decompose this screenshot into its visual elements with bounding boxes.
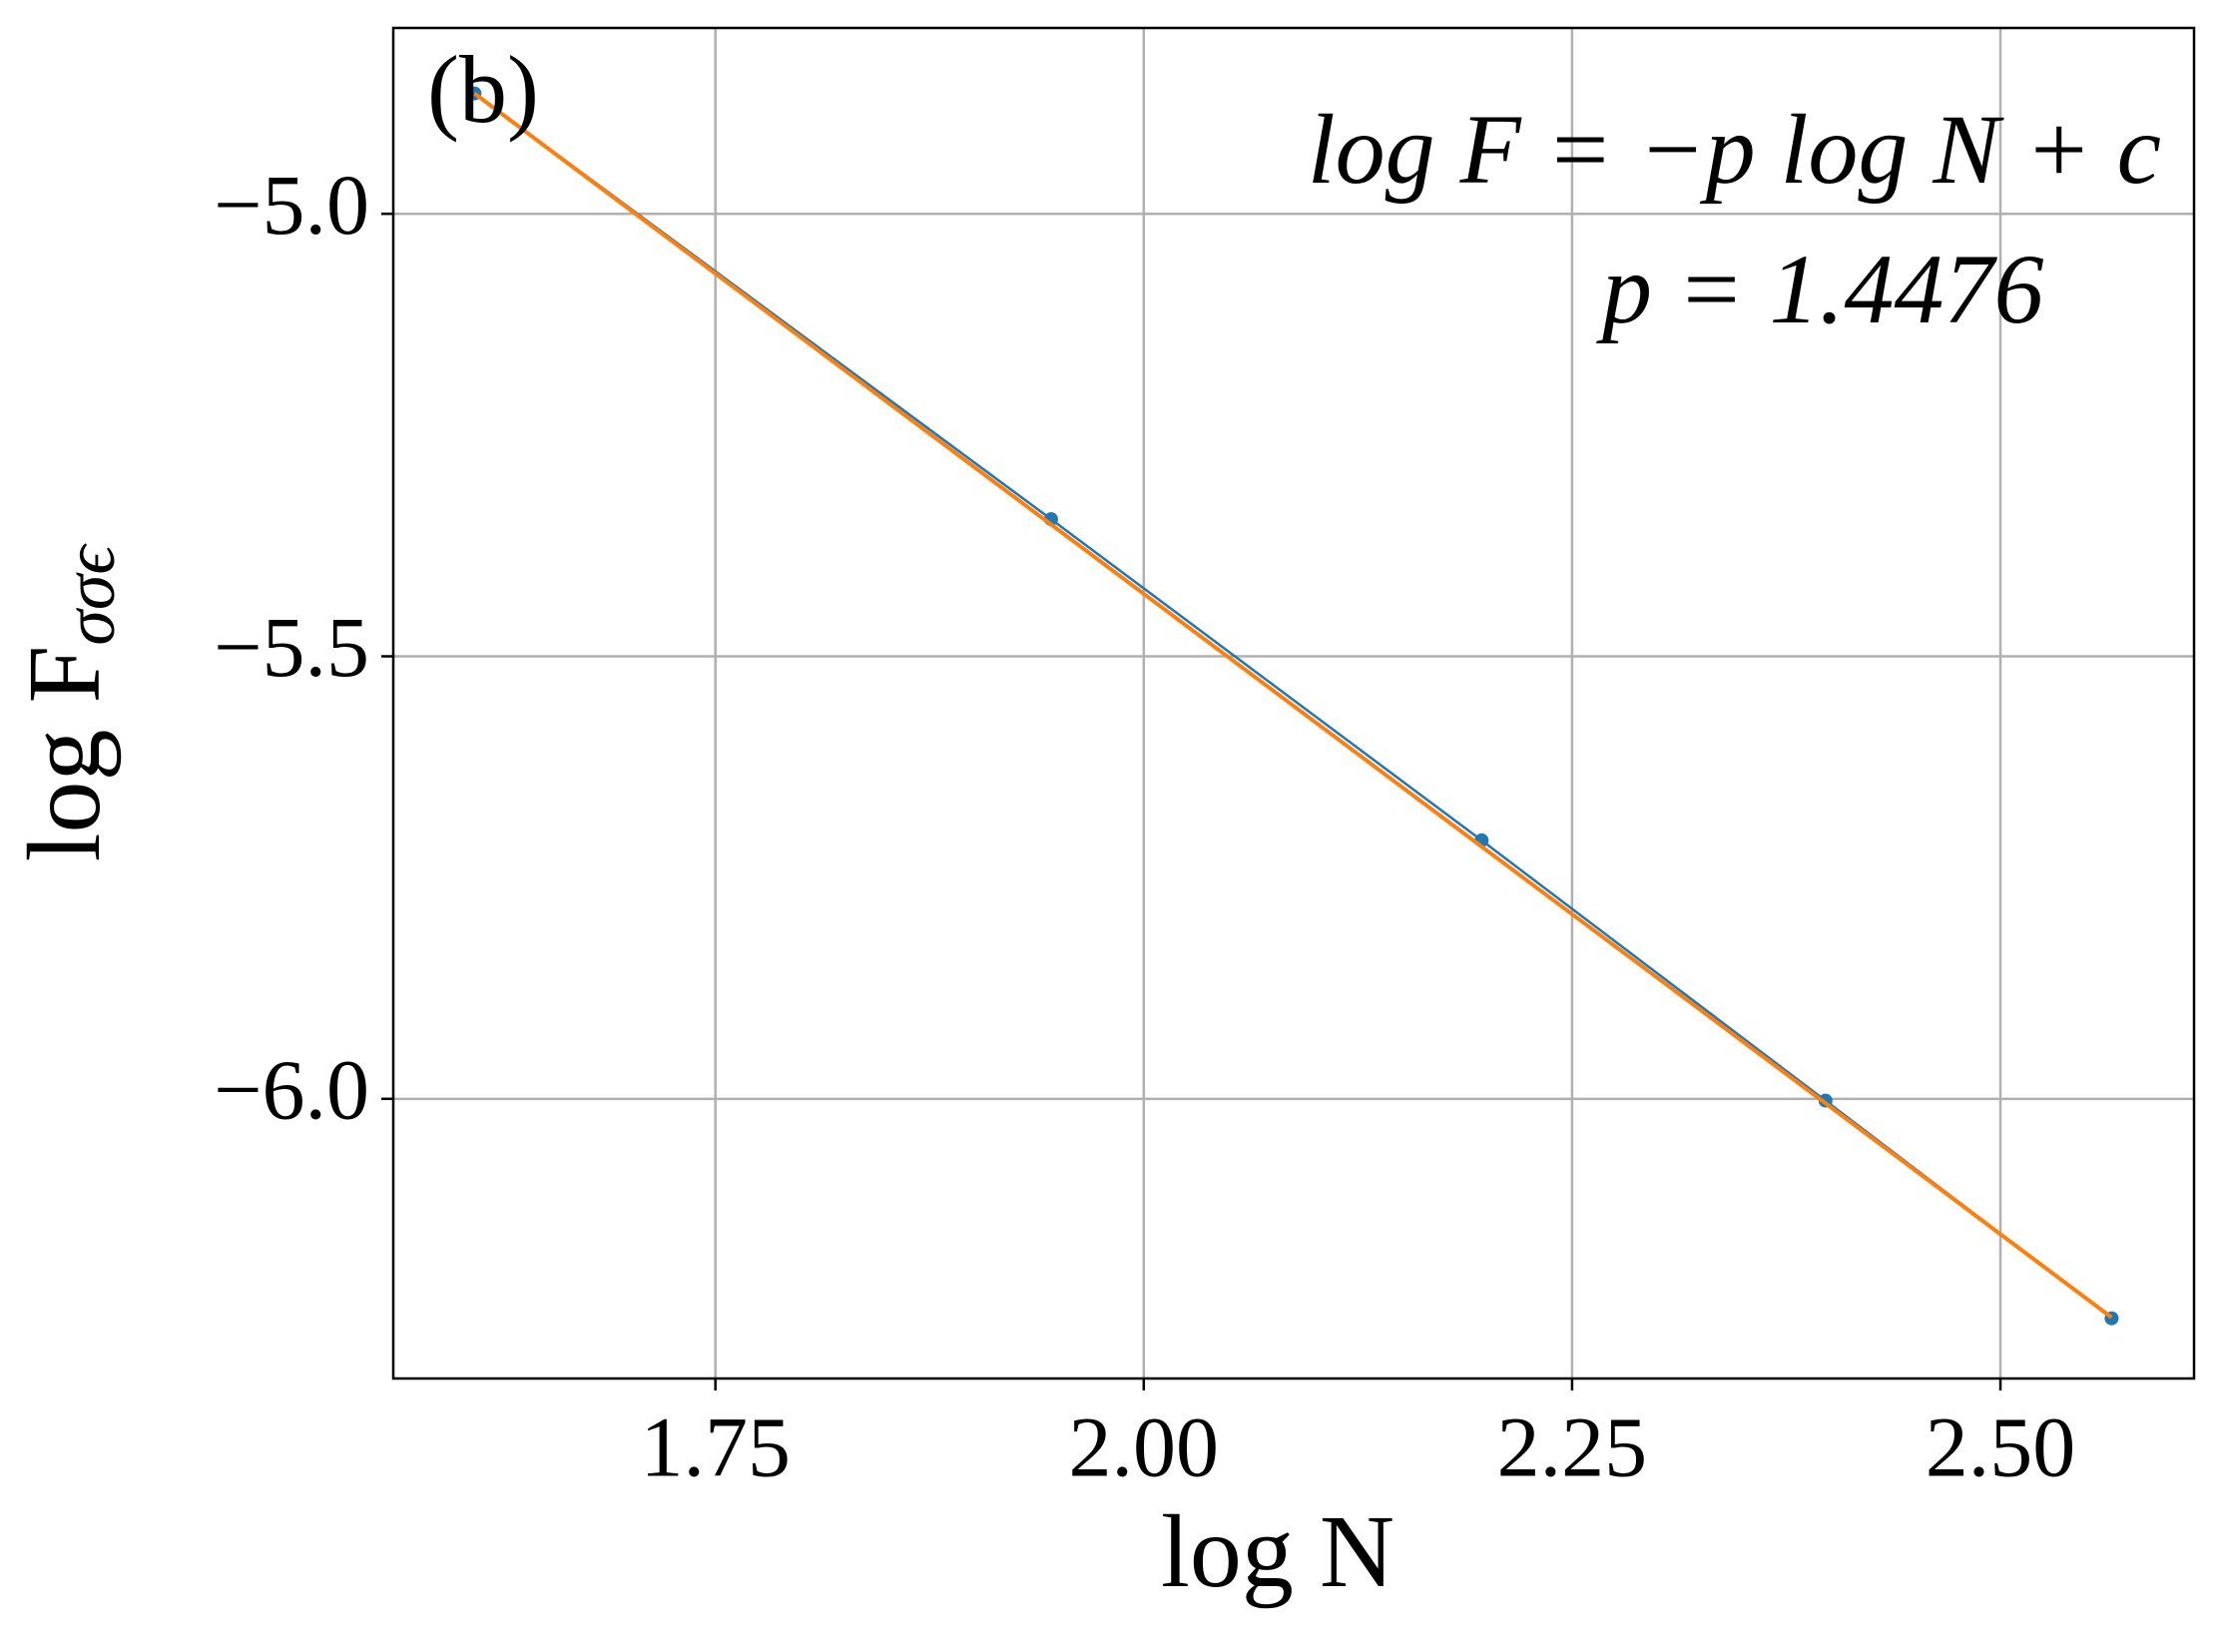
- grid: [393, 28, 2194, 1378]
- fit-parameter: p = 1.4476: [1596, 234, 2043, 344]
- y-tick-label: −5.0: [214, 157, 369, 253]
- panel-label: (b): [427, 36, 539, 143]
- x-tick-label: 2.25: [1497, 1399, 1648, 1495]
- y-axis-label-main: log F: [7, 646, 122, 862]
- x-tick-label: 1.75: [640, 1399, 791, 1495]
- y-tick-label: −5.5: [214, 599, 369, 695]
- plot-frame: [391, 26, 2196, 1380]
- x-axis-label: log N: [1161, 1494, 1394, 1609]
- series-line: [473, 92, 2113, 1320]
- y-axis-label-sub: σσϵ: [50, 543, 130, 646]
- fit-equation: log F = −p log N + c: [1308, 94, 2161, 205]
- x-tick-label: 2.50: [1926, 1399, 2076, 1495]
- y-tick-label: −6.0: [214, 1042, 369, 1138]
- marks: [467, 86, 2119, 1326]
- x-tick-label: 2.00: [1069, 1399, 1220, 1495]
- y-axis-label: log Fσσϵ: [7, 543, 130, 862]
